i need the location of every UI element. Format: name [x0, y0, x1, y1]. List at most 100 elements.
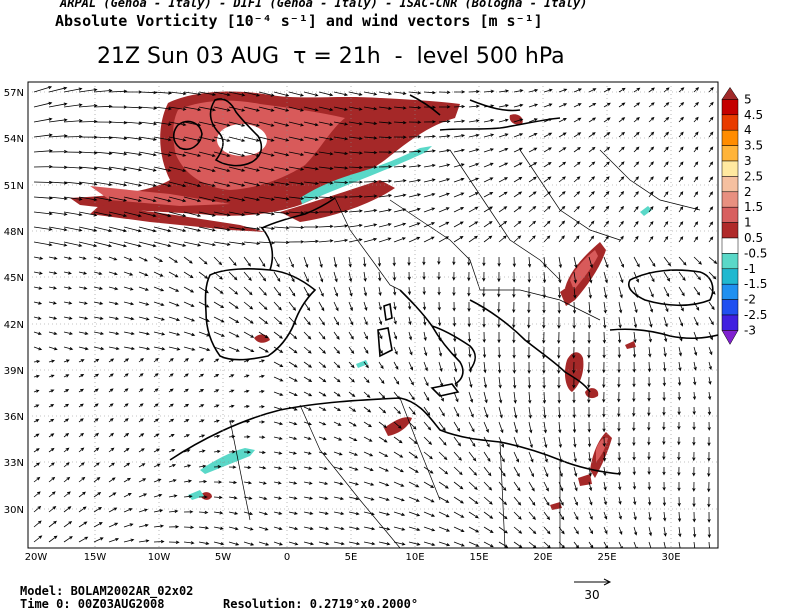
wind-arrow: [273, 526, 283, 531]
wind-arrow: [602, 331, 606, 344]
wind-arrow: [588, 466, 592, 477]
wind-arrow: [348, 286, 353, 297]
wind-arrow: [393, 496, 405, 502]
wind-arrow: [63, 491, 71, 498]
wind-arrow: [527, 256, 532, 268]
wind-arrow: [108, 358, 115, 363]
wind-arrow: [633, 191, 639, 198]
wind-arrow: [78, 196, 98, 202]
wind-arrow: [213, 495, 223, 500]
wind-arrow: [543, 436, 548, 449]
wind-arrow: [587, 316, 592, 329]
wind-arrow: [183, 106, 202, 112]
wind-arrow: [258, 541, 270, 546]
wind-arrow: [438, 134, 451, 138]
wind-arrow: [453, 119, 466, 123]
wind-arrow: [528, 481, 535, 492]
wind-arrow: [407, 301, 412, 310]
wind-arrow: [348, 331, 354, 340]
wind-arrow: [438, 376, 444, 387]
wind-arrow: [453, 526, 465, 532]
wind-arrow: [213, 404, 220, 408]
wind-arrow: [348, 421, 357, 427]
wind-arrow: [318, 451, 328, 456]
wind-arrow: [63, 87, 83, 93]
wind-arrow: [138, 316, 150, 321]
wind-arrow: [393, 135, 407, 139]
wind-arrow: [153, 181, 172, 188]
wind-arrow: [48, 211, 68, 216]
wind-arrow: [198, 510, 209, 515]
wind-arrow: [33, 505, 42, 513]
wind-arrow: [573, 511, 579, 521]
wind-arrow: [482, 271, 486, 282]
wind-arrow: [123, 121, 143, 125]
wind-arrow: [423, 481, 435, 488]
wind-arrow: [363, 286, 368, 297]
wind-arrow: [138, 286, 149, 291]
wind-arrow: [453, 163, 465, 168]
wind-arrow: [453, 481, 464, 490]
wind-arrow: [378, 135, 393, 140]
wind-arrow: [198, 373, 205, 378]
wind-arrow: [93, 151, 113, 156]
wind-arrow: [333, 180, 349, 185]
wind-arrow: [498, 481, 507, 492]
wind-arrow: [123, 256, 133, 261]
wind-arrow: [707, 406, 712, 416]
wind-arrow: [588, 541, 594, 548]
wind-arrow: [303, 286, 310, 297]
wind-arrow: [678, 541, 681, 548]
wind-arrow: [707, 421, 711, 431]
wind-arrow: [273, 541, 283, 546]
wind-arrow: [138, 523, 149, 528]
wind-arrow: [303, 391, 313, 397]
wind-arrow: [678, 346, 682, 357]
wind-arrow: [497, 286, 501, 298]
wind-arrow: [303, 316, 311, 326]
wind-arrow: [63, 536, 73, 543]
wind-arrow: [393, 421, 402, 429]
colorbar-swatch: [721, 237, 739, 254]
wind-arrow: [528, 147, 538, 153]
wind-arrow: [393, 406, 401, 415]
wind-arrow: [587, 376, 591, 389]
wind-arrow: [483, 436, 490, 448]
wind-arrow: [588, 301, 592, 314]
wind-arrow: [573, 146, 581, 153]
wind-arrow: [78, 226, 98, 232]
wind-arrow: [468, 104, 480, 108]
lon-label: 30E: [661, 552, 680, 563]
wind-arrow: [78, 521, 88, 528]
wind-arrow: [678, 271, 686, 282]
wind-arrow: [33, 520, 42, 528]
wind-arrow: [512, 331, 516, 344]
wind-arrow: [393, 237, 406, 243]
wind-arrow: [138, 373, 144, 378]
wind-arrow: [408, 164, 422, 168]
wind-arrow: [678, 191, 684, 198]
wind-arrow: [153, 346, 166, 351]
wind-arrow: [707, 391, 712, 401]
wind-arrow: [603, 146, 611, 153]
wind-arrow: [438, 496, 450, 503]
wind-arrow: [78, 286, 88, 290]
wind-arrow: [363, 271, 367, 282]
wind-arrow: [558, 496, 564, 506]
wind-arrow: [677, 421, 681, 430]
wind-arrow: [663, 271, 671, 282]
wind-arrow: [572, 376, 576, 389]
wind-arrow: [497, 316, 501, 329]
wind-arrow: [573, 176, 581, 183]
wind-arrow: [437, 316, 442, 327]
wind-arrow: [513, 118, 524, 123]
wind-arrow: [633, 271, 639, 283]
wind-arrow: [588, 286, 592, 299]
wind-arrow: [213, 511, 224, 515]
wind-arrow: [33, 448, 40, 453]
wind-arrow: [108, 462, 115, 468]
wind-arrow: [438, 481, 449, 489]
wind-arrow: [558, 161, 567, 168]
wind-arrow: [198, 181, 216, 187]
